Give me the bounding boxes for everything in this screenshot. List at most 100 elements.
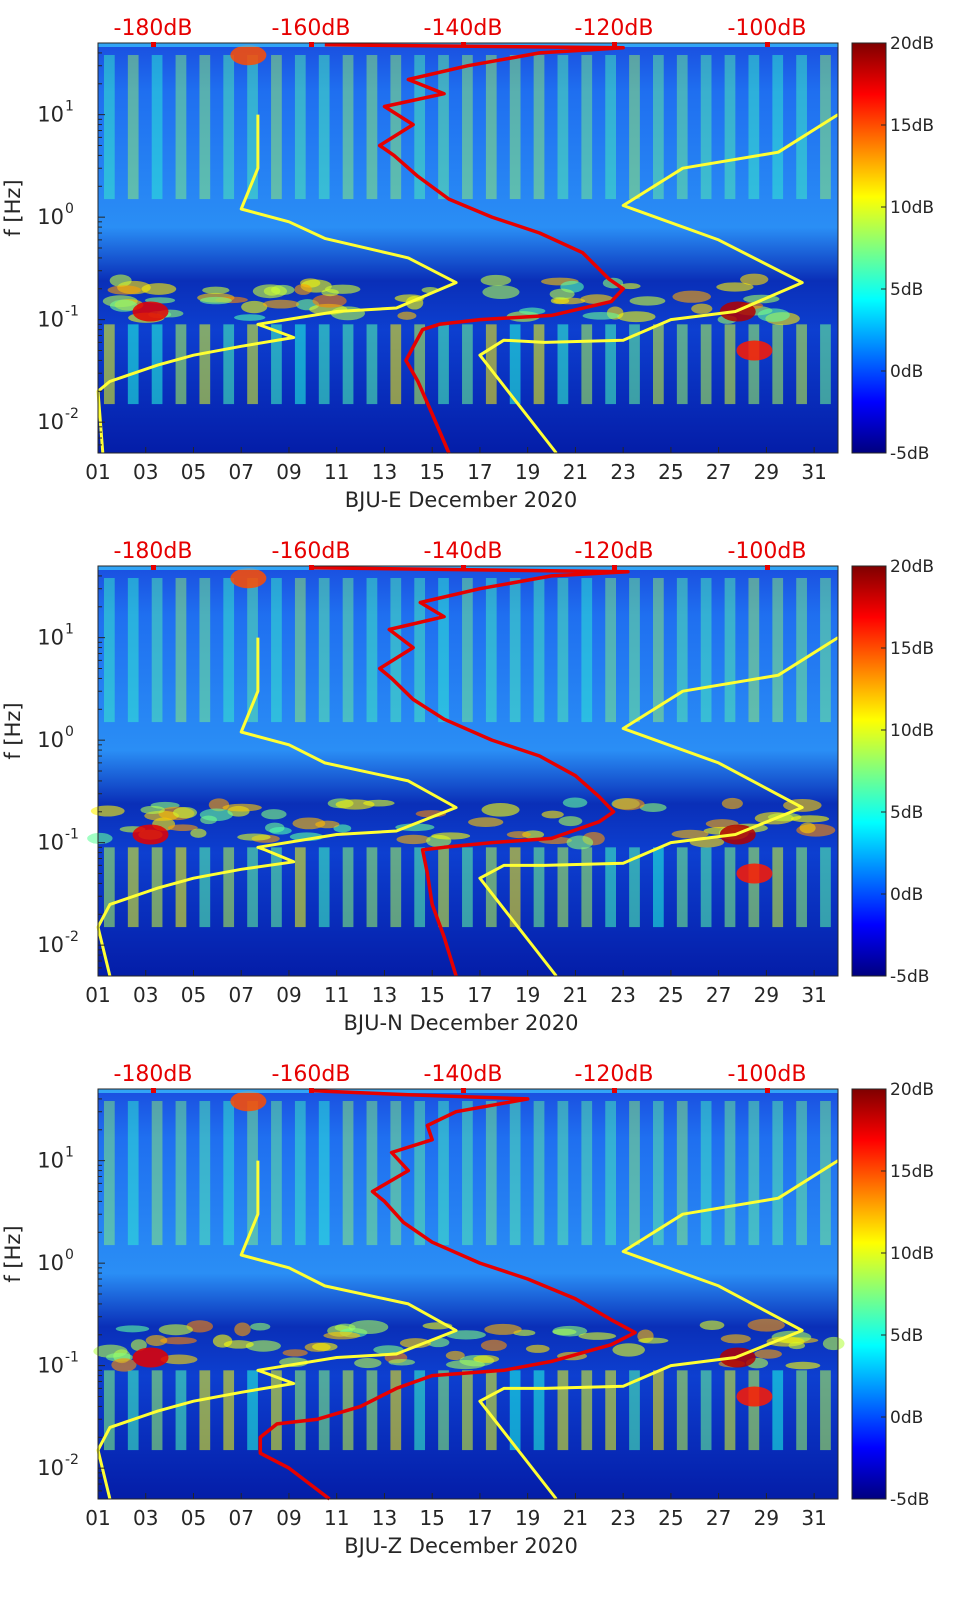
x-tick-label: 25 <box>658 1506 683 1530</box>
x-tick-label: 05 <box>181 1506 206 1530</box>
top-db-tick-label: -100dB <box>728 539 807 564</box>
y-tick-label: 10 <box>37 205 64 229</box>
colorbar-tick-label: 0dB <box>890 362 923 382</box>
y-tick-exponent: 0 <box>65 201 74 217</box>
y-axis-label: f [Hz] <box>1 179 25 236</box>
colorbar-tick-label: 10dB <box>890 1244 934 1264</box>
spectrogram-cells <box>93 1089 845 1451</box>
noise-model-line <box>96 637 458 977</box>
colorbar-tick-label: 15dB <box>890 116 934 136</box>
x-tick-label: 11 <box>324 460 349 484</box>
top-db-tick <box>612 565 617 570</box>
spectrogram-cells <box>87 566 838 928</box>
y-tick-label: 10 <box>37 103 64 127</box>
x-tick-label: 27 <box>706 460 731 484</box>
x-tick-label: 15 <box>419 1506 444 1530</box>
noise-model-curves <box>96 43 839 454</box>
top-db-tick-label: -140dB <box>424 16 503 41</box>
noise-model-line <box>478 636 839 977</box>
colorbar-tick-label: 10dB <box>890 198 934 218</box>
x-tick-label: 07 <box>228 983 253 1007</box>
top-db-tick-label: -180dB <box>114 16 193 41</box>
x-tick-label: 31 <box>801 460 826 484</box>
top-db-tick <box>765 565 770 570</box>
x-tick-label: 29 <box>754 460 779 484</box>
x-tick-label: 09 <box>276 1506 301 1530</box>
top-db-tick <box>151 42 156 47</box>
x-tick-label: 13 <box>372 1506 397 1530</box>
x-tick-label: 23 <box>610 1506 635 1530</box>
y-tick-exponent: -1 <box>65 1350 79 1366</box>
noise-model-line <box>96 1160 458 1500</box>
noise-model-line <box>478 113 839 454</box>
top-db-tick-label: -120dB <box>575 1062 654 1087</box>
top-db-tick <box>151 1088 156 1093</box>
x-tick-label: 15 <box>419 983 444 1007</box>
x-tick-label: 27 <box>706 983 731 1007</box>
x-tick-label: 29 <box>754 1506 779 1530</box>
y-tick-exponent: 1 <box>65 622 74 638</box>
x-axis-label: BJU-Z December 2020 <box>344 1534 578 1558</box>
x-tick-label: 05 <box>181 460 206 484</box>
x-tick-label: 23 <box>610 983 635 1007</box>
noise-model-curves <box>96 566 839 977</box>
y-tick-label: 10 <box>37 933 64 957</box>
y-tick-exponent: -2 <box>65 406 79 422</box>
top-db-tick <box>461 565 466 570</box>
y-axis-label: f [Hz] <box>1 702 25 759</box>
top-db-tick <box>309 1088 314 1093</box>
y-tick-exponent: 0 <box>65 724 74 740</box>
x-tick-label: 01 <box>85 983 110 1007</box>
x-tick-label: 25 <box>658 460 683 484</box>
colorbar-tick-label: 10dB <box>890 721 934 741</box>
y-tick-exponent: -1 <box>65 304 79 320</box>
y-tick-label: 10 <box>37 1354 64 1378</box>
x-tick-label: 09 <box>276 460 301 484</box>
x-tick-label: 17 <box>467 983 492 1007</box>
top-db-tick <box>765 1088 770 1093</box>
top-db-tick <box>461 42 466 47</box>
x-tick-label: 31 <box>801 1506 826 1530</box>
y-tick-exponent: -2 <box>65 929 79 945</box>
median-psd-line <box>258 1089 637 1501</box>
top-db-tick <box>461 1088 466 1093</box>
colorbar-tick-label: 0dB <box>890 1408 923 1428</box>
top-db-tick-label: -180dB <box>114 1062 193 1087</box>
x-tick-label: 23 <box>610 460 635 484</box>
top-db-tick-label: -160dB <box>272 16 351 41</box>
colorbar-tick-label: 5dB <box>890 803 923 823</box>
top-db-tick-label: -120dB <box>575 16 654 41</box>
x-tick-label: 09 <box>276 983 301 1007</box>
y-tick-label: 10 <box>37 1456 64 1480</box>
colorbar <box>851 1088 887 1500</box>
top-db-tick <box>612 42 617 47</box>
x-tick-label: 15 <box>419 460 444 484</box>
top-db-tick <box>309 42 314 47</box>
top-db-tick <box>765 42 770 47</box>
noise-model-line <box>96 114 458 454</box>
top-db-tick-label: -140dB <box>424 539 503 564</box>
x-tick-label: 27 <box>706 1506 731 1530</box>
y-tick-label: 10 <box>37 728 64 752</box>
median-psd-line <box>312 566 630 977</box>
colorbar-tick-label: 15dB <box>890 639 934 659</box>
spectrogram-cells <box>98 43 838 405</box>
noise-model-curves <box>96 1089 839 1501</box>
y-tick-label: 10 <box>37 626 64 650</box>
x-tick-label: 19 <box>515 460 540 484</box>
median-psd-line <box>324 43 625 454</box>
y-tick-exponent: 0 <box>65 1247 74 1263</box>
x-tick-label: 19 <box>515 983 540 1007</box>
top-db-tick <box>151 565 156 570</box>
top-db-tick-label: -160dB <box>272 1062 351 1087</box>
x-tick-label: 01 <box>85 1506 110 1530</box>
y-tick-label: 10 <box>37 831 64 855</box>
noise-model-line <box>478 1159 839 1500</box>
x-axis-label: BJU-N December 2020 <box>344 1011 579 1035</box>
x-tick-label: 03 <box>133 460 158 484</box>
colorbar-tick-label: -5dB <box>890 1490 929 1510</box>
x-tick-label: 03 <box>133 1506 158 1530</box>
